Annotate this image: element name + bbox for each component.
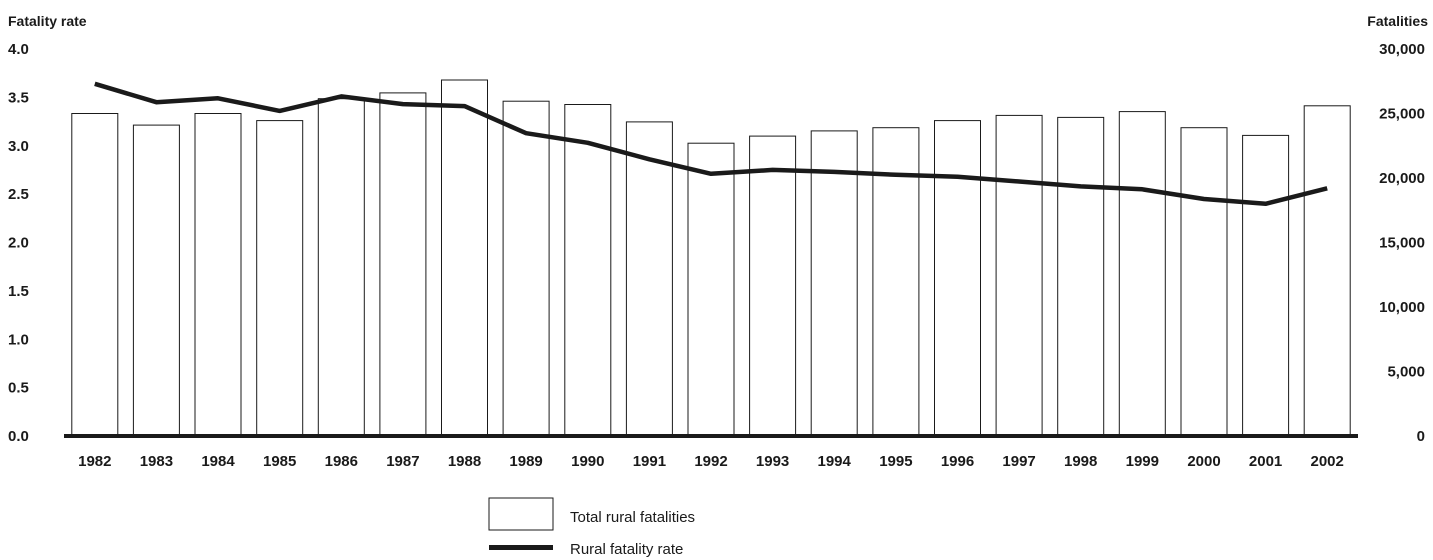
bar-1985 (256, 120, 304, 437)
bar-1988 (441, 79, 488, 437)
x-tick-label: 1995 (879, 453, 912, 470)
x-tick-label: 1999 (1126, 453, 1159, 470)
left-tick-label: 3.5 (8, 89, 29, 106)
bar-2000 (1180, 127, 1228, 437)
bar-1996 (934, 120, 981, 437)
x-tick-label: 1991 (633, 453, 666, 470)
legend-swatch-bars (488, 497, 554, 531)
legend: Total rural fatalities Rural fatality ra… (488, 497, 695, 558)
x-tick-label: 1993 (756, 453, 789, 470)
bar-1982 (71, 113, 119, 437)
bar-1990 (564, 104, 612, 437)
x-tick-label: 1998 (1064, 453, 1097, 470)
x-tick-label: 1986 (325, 453, 358, 470)
left-axis-title: Fatality rate (8, 13, 87, 29)
legend-swatch-line (489, 545, 553, 550)
right-tick-label: 30,000 (1379, 41, 1425, 58)
bar-1984 (194, 113, 242, 437)
left-tick-label: 0.0 (8, 428, 29, 445)
x-tick-label: 1989 (509, 453, 542, 470)
bar-1999 (1118, 111, 1166, 437)
bar-1987 (379, 92, 427, 437)
x-tick-label: 1992 (694, 453, 727, 470)
x-tick-label: 1984 (201, 453, 235, 470)
legend-label-line: Rural fatality rate (570, 541, 683, 558)
bars-group (71, 79, 1351, 437)
right-axis-title: Fatalities (1367, 13, 1428, 29)
legend-label-bars: Total rural fatalities (570, 509, 695, 526)
bar-1998 (1057, 116, 1105, 437)
x-tick-label: 2001 (1249, 453, 1282, 470)
x-tick-label: 1982 (78, 453, 111, 470)
x-axis-baseline (64, 434, 1358, 438)
bar-1986 (317, 98, 365, 437)
x-tick-label: 1985 (263, 453, 296, 470)
x-tick-label: 2002 (1311, 453, 1344, 470)
right-tick-label: 25,000 (1379, 106, 1425, 123)
bar-1995 (872, 127, 920, 437)
left-tick-label: 2.5 (8, 186, 29, 203)
bar-1997 (995, 114, 1043, 437)
left-tick-label: 2.0 (8, 235, 29, 252)
left-tick-label: 0.5 (8, 380, 29, 397)
x-tick-label: 1987 (386, 453, 419, 470)
axes-group: 1982 1983 1984 1985 1986 1987 1988 1989 1990 1991… (8, 41, 1425, 470)
right-tick-label: 20,000 (1379, 170, 1425, 187)
bar-2001 (1242, 134, 1290, 437)
right-tick-label: 5,000 (1387, 364, 1425, 381)
x-tick-label: 2000 (1187, 453, 1220, 470)
bar-1994 (810, 130, 858, 437)
x-tick-label: 1997 (1002, 453, 1035, 470)
bar-1989 (502, 100, 550, 437)
left-tick-label: 1.5 (8, 283, 29, 300)
left-tick-label: 1.0 (8, 331, 29, 348)
x-tick-label: 1994 (818, 453, 852, 470)
x-tick-label: 1990 (571, 453, 604, 470)
bar-1983 (132, 124, 180, 437)
bar-2002 (1303, 105, 1351, 437)
bar-1991 (625, 121, 673, 437)
right-tick-label: 10,000 (1379, 299, 1425, 316)
x-tick-label: 1996 (941, 453, 974, 470)
right-tick-label: 15,000 (1379, 235, 1425, 252)
bar-1992 (687, 142, 735, 437)
left-tick-label: 4.0 (8, 41, 29, 58)
left-tick-label: 3.0 (8, 138, 29, 155)
right-tick-label: 0 (1417, 428, 1425, 445)
line-group (94, 81, 1328, 207)
bar-1993 (749, 135, 797, 437)
x-tick-label: 1983 (140, 453, 173, 470)
x-tick-label: 1988 (448, 453, 481, 470)
